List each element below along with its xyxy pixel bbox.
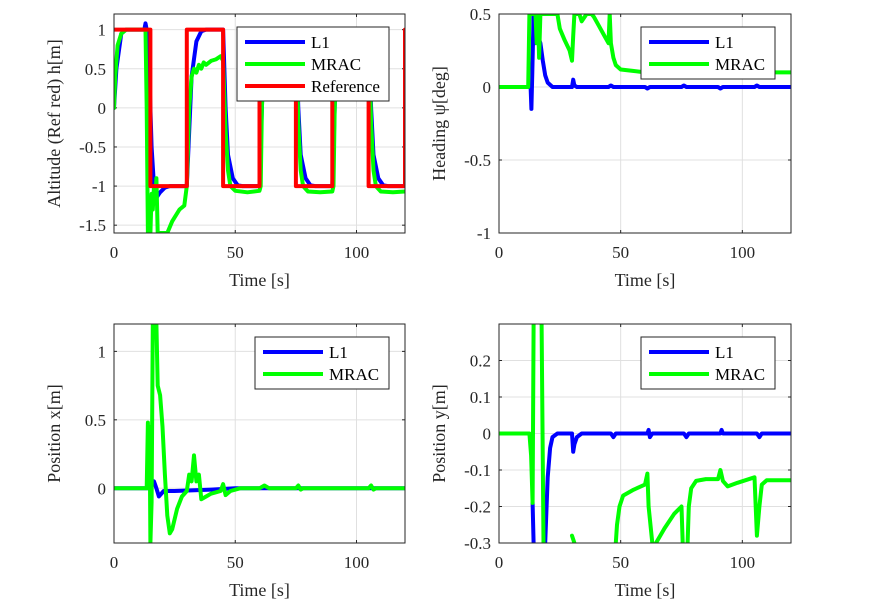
legend-label-reference: Reference xyxy=(311,77,380,96)
legend-box xyxy=(640,26,776,80)
y-tick-label: -0.2 xyxy=(464,498,491,517)
x-axis-label: Time [s] xyxy=(229,270,290,290)
x-tick-label: 100 xyxy=(730,553,756,572)
x-tick-label: 100 xyxy=(730,243,756,262)
x-tick-label: 50 xyxy=(612,553,629,572)
subplot-position-x: 0 50 100 0 0.5 1 Time [s] Position x[m] L1 MRAC xyxy=(44,323,406,600)
legend-label-l1: L1 xyxy=(715,343,734,362)
legend-label-mrac: MRAC xyxy=(715,365,765,384)
y-axis-label: Position x[m] xyxy=(44,384,64,483)
series-line-l1 xyxy=(543,427,791,543)
legend-label-mrac: MRAC xyxy=(329,365,379,384)
y-tick-label: -0.5 xyxy=(464,151,491,170)
x-tick-label: 100 xyxy=(344,243,370,262)
y-tick-label: 0.1 xyxy=(470,388,491,407)
series-line-mrac xyxy=(613,471,655,543)
legend-box xyxy=(640,336,776,390)
x-tick-label: 0 xyxy=(110,553,119,572)
y-tick-label: 1 xyxy=(98,342,107,361)
legend-label-mrac: MRAC xyxy=(715,55,765,74)
x-axis-label: Time [s] xyxy=(615,580,676,600)
y-tick-label: 0.2 xyxy=(470,352,491,371)
series-group xyxy=(499,324,791,543)
y-tick-label: 0 xyxy=(483,425,492,444)
x-tick-label: 0 xyxy=(110,243,119,262)
y-tick-label: -0.3 xyxy=(464,534,491,553)
x-tick-label: 100 xyxy=(344,553,370,572)
y-axis-label: Heading ψ[deg] xyxy=(429,66,449,181)
series-line-mrac xyxy=(539,324,546,543)
y-tick-label: -1 xyxy=(92,177,106,196)
axes-frame xyxy=(498,13,792,234)
subplot-altitude: 0 50 100 -1.5 -1 -0.5 0 0.5 1 Time [s] Altitude (R… xyxy=(44,13,406,290)
x-axis-label: Time [s] xyxy=(615,270,676,290)
x-axis-label: Time [s] xyxy=(229,580,290,600)
y-tick-label: 0.5 xyxy=(85,411,106,430)
series-line-l1 xyxy=(530,500,536,543)
y-tick-label: -0.5 xyxy=(79,138,106,157)
x-tick-label: 50 xyxy=(227,243,244,262)
y-tick-label: -0.1 xyxy=(464,461,491,480)
series-group xyxy=(114,324,405,543)
x-tick-label: 0 xyxy=(495,553,504,572)
subplot-heading: 0 50 100 -1 -0.5 0 0.5 Time [s] Heading ψ[deg] L1… xyxy=(429,5,792,290)
y-tick-label: 0 xyxy=(483,78,492,97)
series-line-mrac xyxy=(114,324,405,543)
y-tick-label: 0.5 xyxy=(85,60,106,79)
y-tick-label: 1 xyxy=(98,21,107,40)
y-axis-label: Position y[m] xyxy=(429,384,449,483)
series-line-mrac xyxy=(654,504,685,543)
legend-label-l1: L1 xyxy=(329,343,348,362)
y-tick-label: 0 xyxy=(98,99,107,118)
legend: L1 MRAC xyxy=(640,26,776,80)
series-line-mrac xyxy=(685,468,791,543)
y-tick-label: 0.5 xyxy=(470,5,491,24)
axes-frame xyxy=(498,323,792,544)
x-tick-label: 50 xyxy=(227,553,244,572)
legend-label-mrac: MRAC xyxy=(311,55,361,74)
x-tick-label: 0 xyxy=(495,243,504,262)
legend-label-l1: L1 xyxy=(715,33,734,52)
series-line-mrac xyxy=(499,324,536,505)
legend: L1 MRAC xyxy=(640,336,776,390)
series-line-mrac xyxy=(570,533,577,543)
legend-box xyxy=(254,336,390,390)
legend-label-l1: L1 xyxy=(311,33,330,52)
y-axis-label: Altitude (Ref red) h[m] xyxy=(44,39,65,207)
subplot-position-y: 0 50 100 -0.3 -0.2 -0.1 0 0.1 0.2 Time [s] Positio… xyxy=(429,323,792,600)
legend: L1 MRAC xyxy=(254,336,390,390)
axes-frame xyxy=(113,13,406,234)
y-tick-label: 0 xyxy=(98,479,107,498)
x-tick-label: 50 xyxy=(612,243,629,262)
axes-frame xyxy=(113,323,406,544)
y-tick-label: -1 xyxy=(477,224,491,243)
legend: L1 MRAC Reference xyxy=(236,26,390,102)
y-tick-label: -1.5 xyxy=(79,216,106,235)
